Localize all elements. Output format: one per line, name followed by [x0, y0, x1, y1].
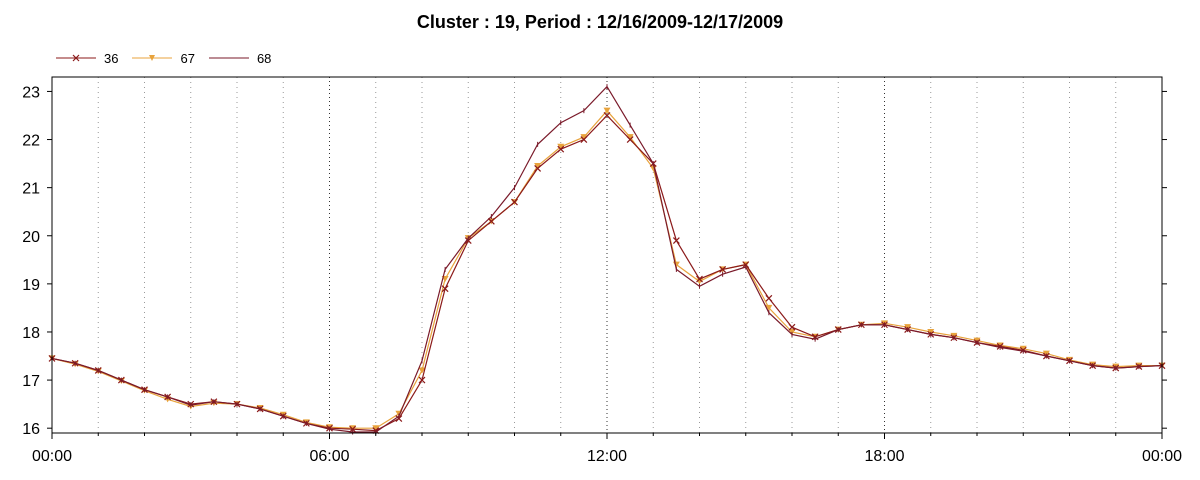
data-point-36 [441, 285, 449, 293]
data-point-36 [603, 112, 611, 119]
x-tick-label: 18:00 [864, 448, 904, 465]
data-point-67 [649, 165, 657, 172]
data-point-67 [580, 134, 588, 141]
legend-label-68: 68 [256, 50, 272, 66]
data-point-67 [603, 107, 611, 114]
legend-label-67: 67 [180, 50, 195, 66]
data-point-36 [511, 198, 518, 206]
data-point-36 [487, 217, 495, 225]
legend: 36 67 68 [56, 49, 285, 67]
x-tick-label: 00:00 [1142, 448, 1182, 465]
data-point-36 [557, 145, 565, 153]
y-tick-label: 23 [22, 84, 40, 101]
data-point-36 [672, 237, 680, 244]
plot-frame [51, 76, 1163, 434]
y-tick-label: 20 [22, 229, 40, 246]
legend-item-67: 67 [132, 50, 195, 66]
data-point-36 [765, 294, 773, 302]
data-point-36 [696, 275, 703, 283]
data-point-36 [626, 136, 634, 143]
chart-title: Cluster : 19, Period : 12/16/2009-12/17/… [416, 12, 784, 32]
data-point-36 [534, 164, 542, 172]
x-tick-label: 12:00 [587, 448, 627, 465]
legend-swatch-36 [56, 54, 96, 62]
data-point-36 [788, 323, 796, 331]
x-tick-label: 06:00 [309, 448, 349, 465]
legend-item-68: 68 [208, 50, 272, 66]
y-tick-label: 18 [22, 325, 40, 342]
data-point-67 [418, 367, 426, 374]
y-tick-label: 21 [22, 181, 40, 198]
data-point-67 [534, 163, 542, 169]
legend-swatch-67 [132, 55, 173, 61]
legend-swatch-68 [208, 57, 249, 59]
y-tick-label: 16 [22, 421, 40, 438]
data-point-36 [418, 376, 426, 384]
legend-item-36: 36 [56, 51, 118, 66]
data-point-67 [372, 425, 380, 432]
y-tick-label: 22 [22, 133, 40, 150]
data-point-36 [349, 425, 357, 433]
data-point-67 [765, 304, 773, 311]
data-point-36 [580, 136, 588, 143]
axes: 00:00 06:00 12:00 18:00 00:00 16 17 18 19 20 21 22 2… [22, 84, 1182, 465]
x-tick-label: 00:00 [32, 448, 72, 465]
data-point-36 [719, 266, 727, 273]
legend-label-36: 36 [104, 50, 119, 66]
data-point-67 [557, 143, 565, 150]
data-point-67 [626, 134, 634, 141]
y-tick-label: 19 [22, 277, 40, 294]
series-layer [48, 84, 1166, 435]
y-tick-label: 17 [22, 373, 40, 390]
series-line-68 [51, 85, 1163, 433]
grid-lines [97, 77, 1117, 433]
